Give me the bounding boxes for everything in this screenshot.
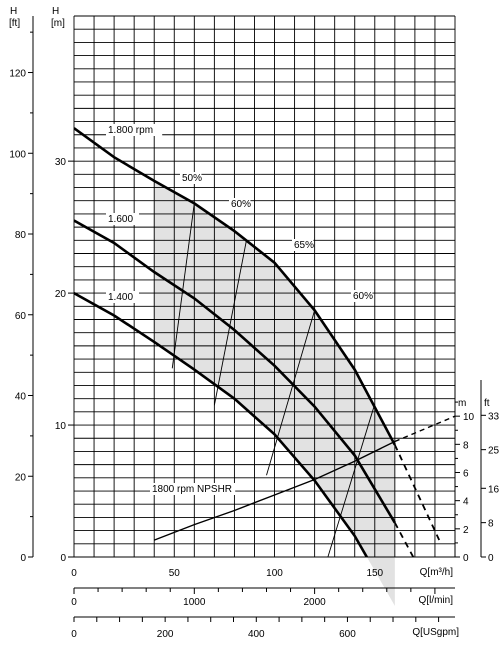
npshr-m-axis-unit: m	[458, 398, 466, 409]
q-usgpm-tick-label: 200	[157, 629, 174, 640]
npshr-m-tick-label: 4	[463, 497, 469, 508]
h-ft-tick-label: 40	[15, 392, 27, 403]
efficiency-line-1	[213, 240, 247, 406]
efficiency-label-1: 60%	[231, 199, 251, 210]
efficiency-label-2-bg	[292, 239, 314, 251]
series-label-1400: 1.400	[108, 292, 133, 303]
q-m3h-tick-label: 100	[266, 568, 283, 579]
efficiency-label-0: 50%	[182, 173, 202, 184]
h-ft-tick-label: 80	[15, 230, 27, 241]
h-ft-tick-label: 120	[9, 69, 26, 80]
npshr-m-tick-label: 8	[463, 440, 469, 451]
efficiency-label-1-bg	[229, 198, 251, 210]
npshr-label-bg	[150, 483, 236, 495]
npshr-ft-tick-label: 33	[488, 411, 500, 422]
npshr-ft-tick-label: 16	[488, 484, 500, 495]
efficiency-line-3	[327, 403, 376, 557]
npshr-ft-tick-label: 8	[488, 519, 494, 530]
h-m-tick-label: 20	[55, 289, 67, 300]
q-m3h-axis-unit: Q[m³/h]	[420, 567, 454, 578]
h-ft-axis-unit: [ft]	[9, 18, 20, 29]
npshr-label: 1800 rpm NPSHR	[152, 484, 232, 495]
efficiency-line-0	[171, 203, 195, 369]
efficiency-label-3: 60%	[353, 291, 373, 302]
npshr-m-tick-label: 6	[463, 469, 469, 480]
series-label-1800: 1.800 rpm	[108, 125, 153, 136]
q-lmin-tick-label: 2000	[303, 597, 326, 608]
series-label-1800-bg	[106, 124, 163, 136]
npshr-curve	[153, 440, 396, 541]
q-lmin-axis-unit: Q[l/min]	[419, 595, 454, 606]
q-m3h-tick-label: 50	[169, 568, 181, 579]
series-label-1600: 1.600	[108, 214, 133, 225]
q-usgpm-tick-label: 400	[248, 629, 265, 640]
h-ft-tick-label: 100	[9, 149, 26, 160]
q-lmin-tick-label: 1000	[183, 597, 206, 608]
curves	[74, 127, 455, 557]
q-usgpm-tick-label: 600	[339, 629, 356, 640]
h-ft-tick-label: 0	[20, 553, 26, 564]
npshr-ft-axis-unit: ft	[484, 398, 490, 409]
h-ft-tick-label: 60	[15, 311, 27, 322]
h-ft-tick-label: 20	[15, 472, 27, 483]
q-usgpm-tick-label: 0	[71, 629, 77, 640]
npshr-m-tick-label: 2	[463, 525, 469, 536]
npshr-curve-extension	[394, 415, 455, 443]
npshr-ft-tick-label: 25	[488, 446, 500, 457]
q-usgpm-axis-unit: Q[USgpm]	[412, 627, 459, 638]
npshr-m-tick-label: 0	[463, 553, 469, 564]
efficiency-label-2: 65%	[294, 240, 314, 251]
h-m-tick-label: 10	[55, 421, 67, 432]
q-m3h-tick-label: 0	[71, 568, 77, 579]
h-m-axis-unit: [m]	[51, 18, 65, 29]
series-label-1400-bg	[106, 291, 139, 303]
h-m-tick-label: 0	[60, 553, 66, 564]
efficiency-line-2	[266, 310, 316, 476]
h-ft-axis-title: H	[10, 6, 17, 17]
h-m-axis-title: H	[52, 6, 59, 17]
efficiency-label-3-bg	[351, 290, 373, 302]
q-lmin-tick-label: 0	[71, 597, 77, 608]
head-curve-extension-0	[394, 444, 442, 545]
efficiency-label-0-bg	[180, 172, 202, 184]
head-curve-extension-1	[394, 522, 415, 557]
npshr-ft-tick-label: 0	[488, 553, 494, 564]
head-curve-0	[74, 127, 396, 446]
npshr-m-tick-label: 10	[463, 412, 475, 423]
head-curve-2	[74, 291, 369, 557]
head-curve-1	[74, 219, 396, 524]
series-label-1600-bg	[106, 213, 139, 225]
h-m-tick-label: 30	[55, 157, 67, 168]
q-m3h-tick-label: 150	[366, 568, 383, 579]
